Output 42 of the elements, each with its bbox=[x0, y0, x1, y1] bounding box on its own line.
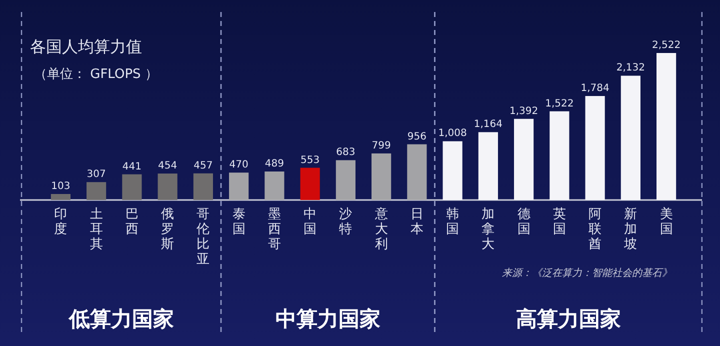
x-tick-label: 墨西哥 bbox=[268, 207, 281, 252]
x-tick-label: 俄罗斯 bbox=[161, 207, 174, 252]
data-label: 470 bbox=[229, 160, 248, 171]
x-tick-label: 中国 bbox=[304, 207, 317, 237]
data-label: 2,522 bbox=[652, 40, 681, 51]
data-label: 489 bbox=[264, 158, 284, 170]
x-tick-label: 印度 bbox=[54, 207, 68, 237]
data-label: 553 bbox=[300, 154, 320, 166]
data-label: 1,164 bbox=[474, 119, 502, 130]
x-tick-label: 英国 bbox=[552, 207, 566, 237]
data-label: 1,008 bbox=[438, 128, 467, 140]
x-tick-label: 土耳其 bbox=[90, 207, 103, 252]
source-note: 来源：《泛在算力：智能社会的基石》 bbox=[502, 267, 672, 279]
data-label: 441 bbox=[122, 161, 142, 172]
data-label: 956 bbox=[407, 131, 426, 142]
x-tick-label: 沙特 bbox=[339, 207, 352, 237]
data-label: 2,132 bbox=[616, 62, 645, 74]
text: 中算力国家 bbox=[275, 307, 380, 331]
text: （单位： GFLOPS ） bbox=[34, 67, 158, 82]
x-tick-label: 新加坡 bbox=[623, 207, 638, 252]
data-label: 307 bbox=[86, 169, 106, 180]
x-tick-label: 泰国 bbox=[232, 207, 246, 237]
text: 高算力国家 bbox=[516, 307, 621, 331]
x-tick-label: 德国 bbox=[517, 207, 530, 237]
data-label: 454 bbox=[158, 160, 178, 172]
data-label: 799 bbox=[372, 140, 391, 152]
x-tick-label: 美国 bbox=[660, 206, 673, 237]
data-label: 103 bbox=[51, 180, 70, 192]
x-tick-label: 加拿大 bbox=[482, 207, 495, 252]
data-label: 457 bbox=[194, 160, 213, 172]
data-label: 1,392 bbox=[509, 106, 538, 117]
text: 低算力国家 bbox=[68, 307, 174, 331]
data-label: 1,784 bbox=[580, 83, 610, 94]
x-tick-label: 日本 bbox=[410, 207, 424, 237]
x-tick-label: 意大利 bbox=[374, 207, 388, 252]
data-label: 683 bbox=[336, 147, 356, 158]
x-tick-label: 韩国 bbox=[446, 207, 460, 237]
x-tick-label: 哥伦比亚 bbox=[196, 207, 210, 267]
data-label: 1,522 bbox=[545, 98, 574, 110]
x-tick-label: 阿联酋 bbox=[588, 207, 602, 252]
x-tick-label: 巴西 bbox=[125, 207, 138, 237]
chart-title: 各国人均算力值 bbox=[30, 37, 142, 56]
